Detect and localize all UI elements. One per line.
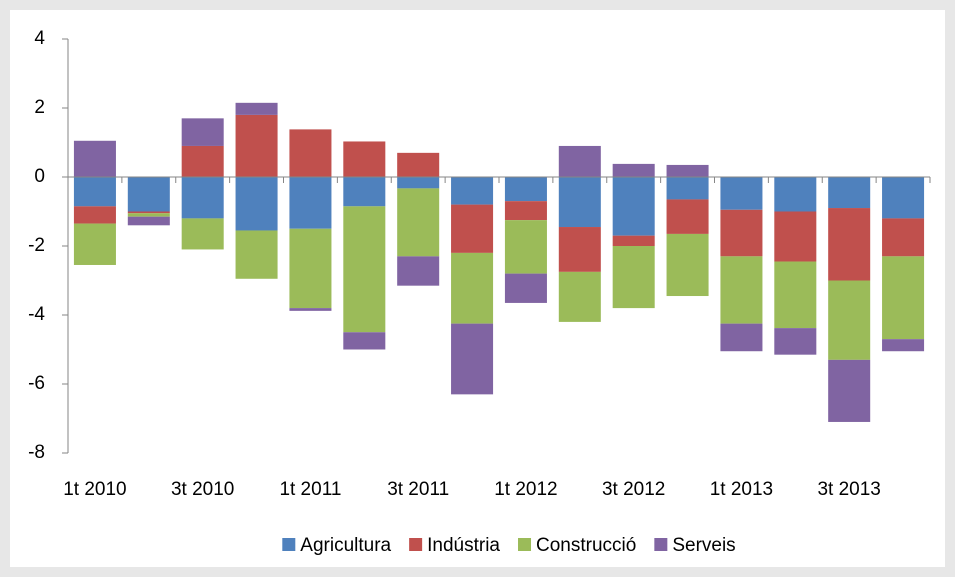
- legend-swatch: [409, 538, 423, 551]
- bar-segment: [774, 177, 817, 212]
- bar-segment: [828, 177, 871, 209]
- bar-segment: [666, 199, 709, 234]
- bar-segment: [882, 256, 925, 340]
- x-tick-label: 1t 2011: [279, 479, 341, 500]
- bar-segment: [720, 209, 763, 257]
- y-tick-label: -4: [28, 304, 45, 325]
- legend-label: Serveis: [672, 535, 735, 556]
- bar-segment: [289, 228, 332, 309]
- bar-segment: [397, 177, 440, 189]
- bar-segment: [73, 177, 116, 207]
- bar-segment: [720, 323, 763, 352]
- bar-segment: [882, 218, 925, 257]
- bar-segment: [181, 218, 224, 250]
- x-tick-label: 1t 2010: [63, 479, 126, 500]
- x-tick-label: 3t 2012: [602, 479, 665, 500]
- bar-segment: [235, 177, 278, 231]
- legend-label: Indústria: [427, 535, 500, 556]
- bar-segment: [235, 102, 278, 115]
- bar-segment: [612, 246, 655, 309]
- bar-segment: [397, 256, 440, 286]
- bar-segment: [558, 145, 601, 177]
- bar-segment: [181, 145, 224, 177]
- legend-label: Agricultura: [300, 535, 391, 556]
- bar-segment: [558, 227, 601, 272]
- bar-segment: [235, 114, 278, 177]
- bar-segment: [451, 204, 494, 253]
- bar-segment: [181, 177, 224, 219]
- bar-segment: [612, 163, 655, 177]
- bar-segment: [828, 280, 871, 360]
- bar-segment: [127, 211, 170, 214]
- bar-segment: [504, 220, 547, 274]
- bar-segment: [882, 177, 925, 219]
- y-tick-label: 0: [34, 166, 45, 187]
- bar-segment: [666, 164, 709, 177]
- bar-segment: [343, 332, 386, 350]
- x-tick-label: 1t 2012: [494, 479, 557, 500]
- bar-segment: [720, 256, 763, 324]
- bar-segment: [558, 177, 601, 228]
- bar-segment: [504, 177, 547, 202]
- bar-segment: [612, 235, 655, 246]
- bar-segment: [343, 141, 386, 177]
- bar-segment: [181, 118, 224, 146]
- legend-label: Construcció: [536, 535, 636, 556]
- bar-segment: [343, 177, 386, 207]
- x-tick-label: 3t 2010: [171, 479, 234, 500]
- bar-segment: [451, 252, 494, 324]
- bar-segment: [289, 308, 332, 311]
- bar-segment: [558, 271, 601, 322]
- y-tick-label: 4: [34, 28, 45, 49]
- bar-segment: [666, 177, 709, 200]
- x-tick-label: 3t 2011: [387, 479, 449, 500]
- bar-segment: [451, 323, 494, 395]
- x-tick-label: 3t 2013: [817, 479, 880, 500]
- bar-segment: [127, 216, 170, 226]
- bar-segment: [73, 223, 116, 265]
- bar-segment: [666, 233, 709, 297]
- bar-segment: [612, 177, 655, 236]
- x-tick-label: 1t 2013: [710, 479, 773, 500]
- y-tick-label: -6: [28, 373, 45, 394]
- bar-segment: [73, 206, 116, 224]
- bar-segment: [774, 261, 817, 329]
- legend-swatch: [282, 538, 296, 551]
- bar-segment: [127, 177, 170, 212]
- bar-segment: [235, 230, 278, 279]
- y-tick-label: -8: [28, 442, 45, 463]
- bar-segment: [774, 328, 817, 355]
- bar-segment: [828, 208, 871, 281]
- bar-segment: [504, 273, 547, 303]
- bar-segment: [397, 188, 440, 257]
- bar-segment: [289, 129, 332, 177]
- bar-segment: [343, 206, 386, 333]
- legend-swatch: [518, 538, 532, 551]
- bar-segment: [828, 359, 871, 422]
- y-tick-label: -2: [28, 235, 45, 256]
- bar-segment: [127, 213, 170, 217]
- bar-segment: [504, 201, 547, 221]
- legend-swatch: [654, 538, 668, 551]
- bar-segment: [73, 140, 116, 177]
- bar-segment: [397, 152, 440, 177]
- bar-segment: [882, 339, 925, 352]
- bar-segment: [289, 177, 332, 229]
- bar-segment: [451, 177, 494, 205]
- y-tick-label: 2: [34, 97, 45, 118]
- bar-segment: [720, 177, 763, 210]
- bar-segment: [774, 211, 817, 262]
